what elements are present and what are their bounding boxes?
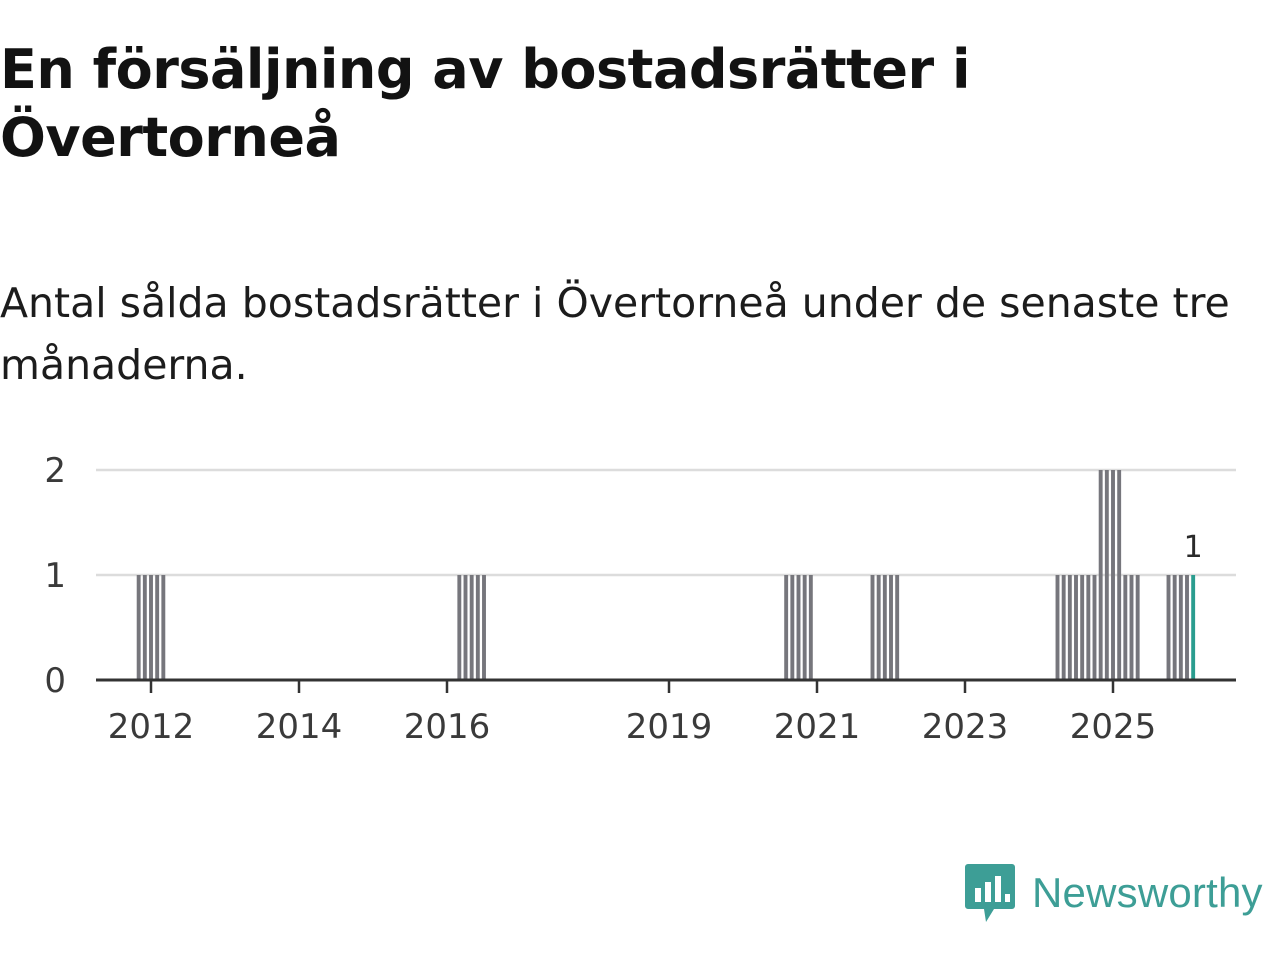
bar [136,575,141,680]
bar [1123,575,1128,680]
bar [1166,575,1171,680]
bar [1067,575,1072,680]
bar [796,575,801,680]
bar [149,575,153,680]
latest-value-label: 1 [1184,530,1203,565]
bar [876,575,881,680]
bar [802,575,807,680]
y-tick-label: 0 [44,661,66,701]
bar [889,575,893,680]
bar [1135,575,1140,680]
bar [1111,470,1115,680]
bar [808,575,813,680]
bar [463,575,468,680]
bar [142,575,147,680]
x-tick-label: 2016 [404,707,491,747]
y-axis-ticks: 0 1 2 [44,451,66,701]
x-axis-ticks: 2012 2014 2016 2019 2021 2023 2025 [96,678,1236,747]
bar [870,575,875,680]
chart-title: En försäljning av bostadsrätter i Överto… [0,38,970,169]
bar [1086,575,1091,680]
bar [895,575,900,680]
bar [1178,575,1183,680]
y-tick-label: 2 [44,451,66,491]
brand-name: Newsworthy [1032,869,1263,916]
gridlines [96,468,1236,577]
bar [1129,575,1134,680]
bar [1104,470,1109,680]
bar [475,575,480,680]
bar [1117,470,1122,680]
x-tick-label: 2019 [626,707,713,747]
bar [882,575,887,680]
bar [155,575,160,680]
bar [1055,575,1060,680]
bar [1092,575,1097,680]
x-tick-label: 2012 [108,707,195,747]
x-tick-label: 2014 [256,707,343,747]
bar [1061,575,1066,680]
bar [784,575,789,680]
x-tick-label: 2025 [1070,707,1157,747]
bar [1080,575,1085,680]
data-labels: 1 [1184,530,1203,565]
bar [469,575,474,680]
bar [482,575,486,680]
bar [1172,575,1177,680]
bar-chart: 0 1 2 2012 2014 2016 2019 2021 2023 2025 1 [44,451,1236,747]
newsworthy-logo-icon [965,864,1015,922]
x-tick-label: 2021 [774,707,861,747]
bar [1074,575,1078,680]
bar [1098,470,1103,680]
brand-logo: Newsworthy [964,862,1263,924]
bar [161,575,166,680]
bar [1185,575,1189,680]
y-tick-label: 1 [44,556,66,596]
x-tick-label: 2023 [922,707,1009,747]
chart-subtitle: Antal sålda bostadsrätter i Övertorneå u… [0,279,1230,389]
bar-latest [1191,575,1196,680]
bars [136,470,1196,680]
bar [457,575,462,680]
bar [790,575,795,680]
